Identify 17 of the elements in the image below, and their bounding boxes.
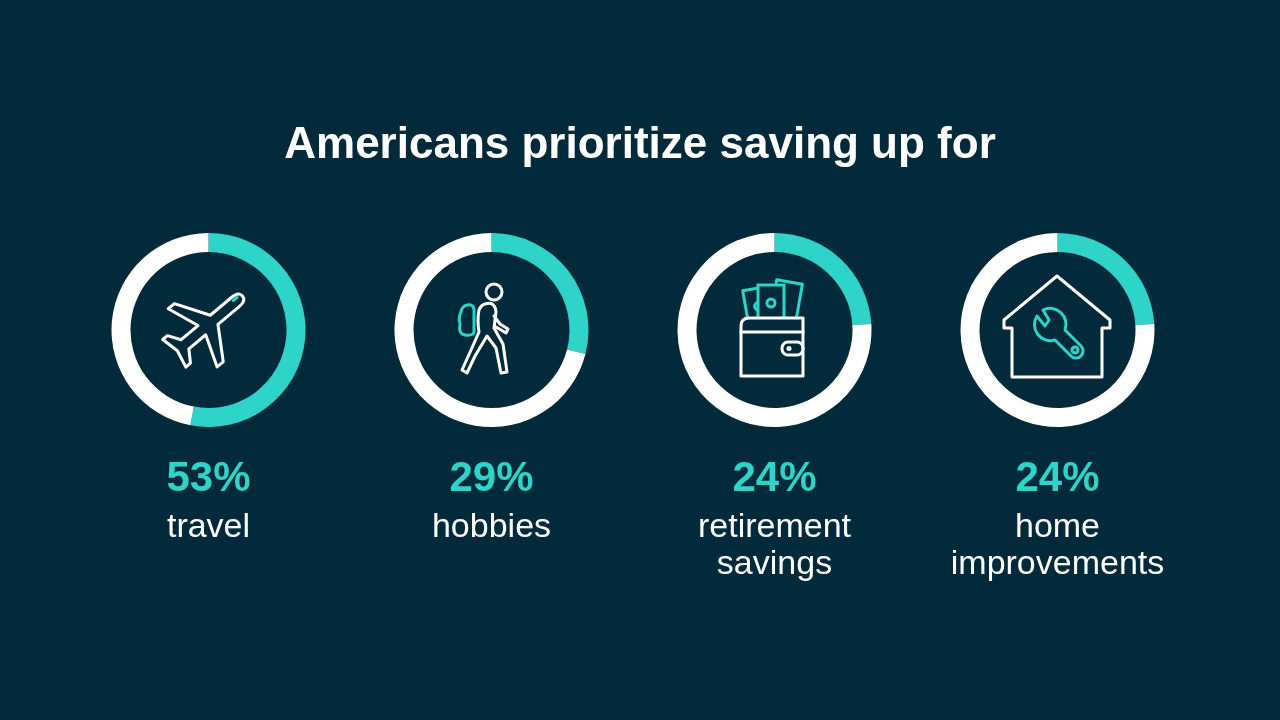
text: 24%: [1014, 453, 1100, 500]
text: hobbies: [431, 506, 551, 544]
text: Americans prioritize saving up for: [283, 117, 997, 169]
text: 24%: [731, 453, 817, 500]
donut-slice: [774, 233, 871, 326]
text: home improvements: [950, 506, 1164, 581]
donut-slice: [960, 233, 1154, 427]
donut-slice: [1057, 233, 1154, 326]
text: 53%: [165, 453, 251, 500]
text: 29%: [448, 453, 534, 500]
donut-slice: [677, 233, 871, 427]
text: retirement savings: [697, 506, 852, 581]
text: travel: [166, 506, 250, 544]
donut-slice: [111, 233, 208, 426]
donut-slice: [491, 233, 588, 355]
donut-slice: [394, 233, 585, 427]
donut-slice: [189, 233, 305, 427]
